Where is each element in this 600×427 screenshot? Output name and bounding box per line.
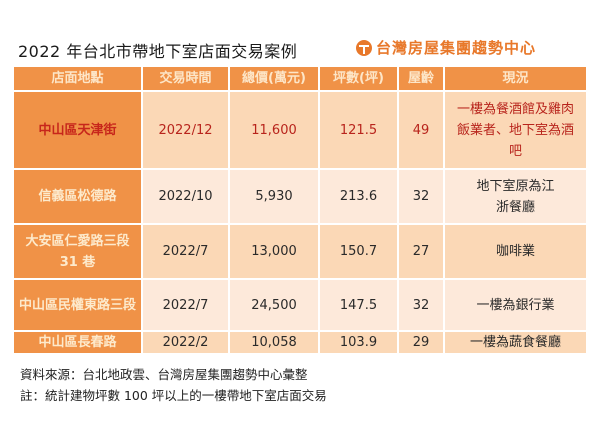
- cell-age: 32: [397, 278, 445, 332]
- header-price: 總價(萬元): [228, 65, 320, 92]
- cell-age: 49: [397, 90, 445, 170]
- cell-location: 大安區仁愛路三段 31 巷: [12, 223, 143, 280]
- cell-location: 中山區天津街: [12, 90, 143, 170]
- cell-status: 一樓為餐酒館及雞肉飯業者、地下室為酒吧: [443, 90, 588, 170]
- cell-status: 一樓為銀行業: [443, 278, 588, 332]
- cell-date: 2022/7: [141, 278, 230, 332]
- cell-status: 咖啡業: [443, 223, 588, 280]
- cell-area: 121.5: [318, 90, 399, 170]
- brand-logo: 台灣房屋集團趨勢中心: [356, 37, 536, 58]
- page-title: 2022 年台北市帶地下室店面交易案例: [18, 42, 298, 61]
- cell-location: 中山區民權東路三段: [12, 278, 143, 332]
- source-note: 資料來源：台北地政雲、台灣房屋集團趨勢中心彙整: [20, 367, 308, 382]
- cell-age: 27: [397, 223, 445, 280]
- header-location: 店面地點: [12, 65, 143, 92]
- brand-mark-icon: [356, 39, 372, 56]
- footnotes: 資料來源：台北地政雲、台灣房屋集團趨勢中心彙整 註：統計建物坪數 100 坪以上…: [20, 364, 327, 406]
- cell-date: 2022/7: [141, 223, 230, 280]
- cell-date: 2022/2: [141, 330, 230, 355]
- cell-price: 10,058: [228, 330, 320, 355]
- cell-price: 13,000: [228, 223, 320, 280]
- cell-location: 信義區松德路: [12, 168, 143, 225]
- cell-location: 中山區長春路: [12, 330, 143, 355]
- header-age: 屋齡: [397, 65, 445, 92]
- cell-age: 29: [397, 330, 445, 355]
- brand-name: 台灣房屋集團趨勢中心: [376, 39, 537, 57]
- cell-price: 24,500: [228, 278, 320, 332]
- cell-price: 5,930: [228, 168, 320, 225]
- table-header-row: 店面地點 交易時間 總價(萬元) 坪數(坪) 屋齡 現況: [12, 65, 588, 92]
- table-row: 中山區民權東路三段 2022/7 24,500 147.5 32 一樓為銀行業: [12, 278, 588, 332]
- cell-status: 地下室原為江浙餐廳: [443, 168, 588, 225]
- table-row: 中山區天津街 2022/12 11,600 121.5 49 一樓為餐酒館及雞肉…: [12, 90, 588, 170]
- remark-note: 註：統計建物坪數 100 坪以上的一樓帶地下室店面交易: [20, 388, 327, 403]
- cell-price: 11,600: [228, 90, 320, 170]
- header-date: 交易時間: [141, 65, 230, 92]
- cell-area: 147.5: [318, 278, 399, 332]
- cell-area: 103.9: [318, 330, 399, 355]
- cell-date: 2022/10: [141, 168, 230, 225]
- cell-area: 213.6: [318, 168, 399, 225]
- header-area: 坪數(坪): [318, 65, 399, 92]
- cell-area: 150.7: [318, 223, 399, 280]
- header-status: 現況: [443, 65, 588, 92]
- table-row: 信義區松德路 2022/10 5,930 213.6 32 地下室原為江浙餐廳: [12, 168, 588, 225]
- cell-date: 2022/12: [141, 90, 230, 170]
- cell-age: 32: [397, 168, 445, 225]
- cell-status: 一樓為蔬食餐廳: [443, 330, 588, 355]
- table-row: 中山區長春路 2022/2 10,058 103.9 29 一樓為蔬食餐廳: [12, 330, 588, 355]
- transactions-table: 店面地點 交易時間 總價(萬元) 坪數(坪) 屋齡 現況 中山區天津街 2022…: [12, 65, 588, 355]
- table-row: 大安區仁愛路三段 31 巷 2022/7 13,000 150.7 27 咖啡業: [12, 223, 588, 280]
